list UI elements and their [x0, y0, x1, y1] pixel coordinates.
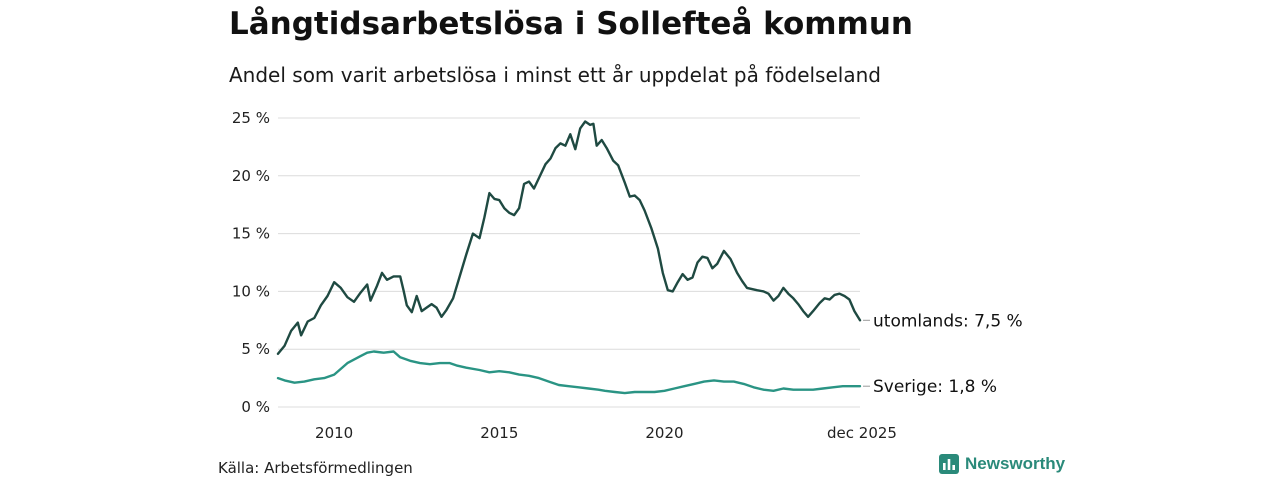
end-label-sverige: Sverige: 1,8 % [873, 377, 997, 397]
bar-chart-icon [939, 454, 959, 474]
end-label-utomlands: utomlands: 7,5 % [873, 311, 1023, 331]
brand-name: Newsworthy [965, 454, 1066, 473]
chart-title: Långtidsarbetslösa i Sollefteå kommun [229, 6, 913, 42]
y-tick-label: 5 % [241, 340, 270, 358]
series-line-utomlands [276, 120, 862, 355]
x-tick-label: 2010 [315, 424, 353, 442]
y-tick-label: 0 % [241, 398, 270, 416]
source-note: Källa: Arbetsförmedlingen [218, 459, 413, 477]
y-tick-label: 25 % [232, 109, 270, 127]
x-tick-label: 2020 [645, 424, 683, 442]
chart-subtitle: Andel som varit arbetslösa i minst ett å… [229, 63, 881, 87]
y-tick-label: 20 % [232, 167, 270, 185]
brand-logo: Newsworthy [939, 454, 1065, 474]
y-tick-label: 15 % [232, 225, 270, 243]
y-axis-ticks: 0 % 5 % 10 % 15 % 20 % 25 % [232, 109, 270, 416]
x-tick-label: 2015 [480, 424, 518, 442]
y-tick-label: 10 % [232, 282, 270, 300]
series-end-labels: utomlands: 7,5 % Sverige: 1,8 % [863, 311, 1023, 397]
x-axis-ticks: 2010 2015 2020 dec 2025 [315, 424, 897, 442]
gridlines [278, 117, 860, 408]
x-tick-label: dec 2025 [827, 424, 897, 442]
series-line-sverige [276, 350, 862, 395]
series-lines [276, 120, 862, 395]
